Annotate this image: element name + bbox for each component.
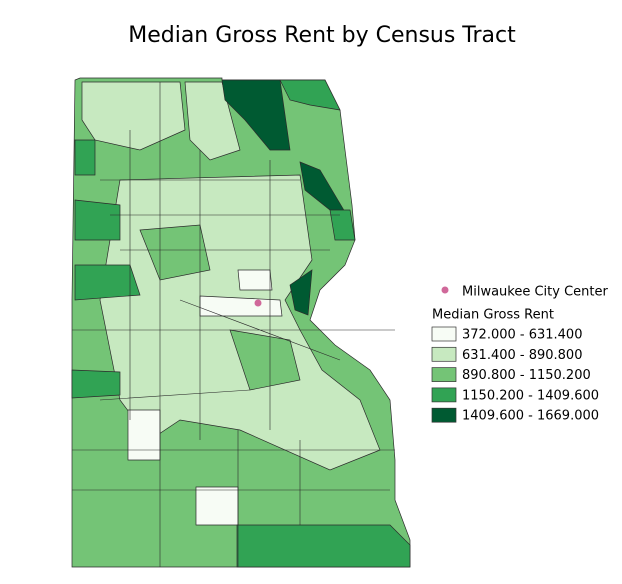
- legend-swatch: [431, 346, 457, 362]
- tract-group: [71, 369, 121, 399]
- tract-borders: [72, 82, 395, 567]
- point-legend-label: Milwaukee City Center: [462, 285, 608, 300]
- legend-swatch: [431, 387, 457, 403]
- county-map: [71, 77, 411, 568]
- legend-label: 1150.200 - 1409.600: [462, 388, 599, 403]
- tract-group: [74, 199, 121, 241]
- legend: Milwaukee City Center Median Gross Rent …: [431, 285, 608, 424]
- city-center-point: [254, 299, 262, 307]
- map-title: Median Gross Rent by Census Tract: [128, 23, 516, 48]
- tract-group: [74, 264, 141, 301]
- legend-label: 372.000 - 631.400: [462, 328, 582, 343]
- tract-group: [81, 81, 186, 151]
- tract-group: [195, 486, 239, 526]
- tract-group: [74, 139, 96, 176]
- tract-group: [237, 269, 273, 291]
- legend-label: 890.800 - 1150.200: [462, 368, 591, 383]
- tract-group: [127, 409, 161, 461]
- tract-group: [289, 269, 313, 316]
- tract-group: [329, 209, 356, 241]
- legend-swatch: [431, 407, 457, 423]
- tract-group: [139, 224, 211, 281]
- tract-group: [279, 79, 341, 111]
- legend-label: 1409.600 - 1669.000: [462, 409, 599, 424]
- legend-label: 631.400 - 890.800: [462, 348, 582, 363]
- legend-swatch: [431, 367, 457, 382]
- tract-group: [236, 524, 411, 568]
- point-legend-symbol: [441, 286, 449, 294]
- legend-swatch: [431, 326, 457, 342]
- legend-title: Median Gross Rent: [432, 308, 554, 323]
